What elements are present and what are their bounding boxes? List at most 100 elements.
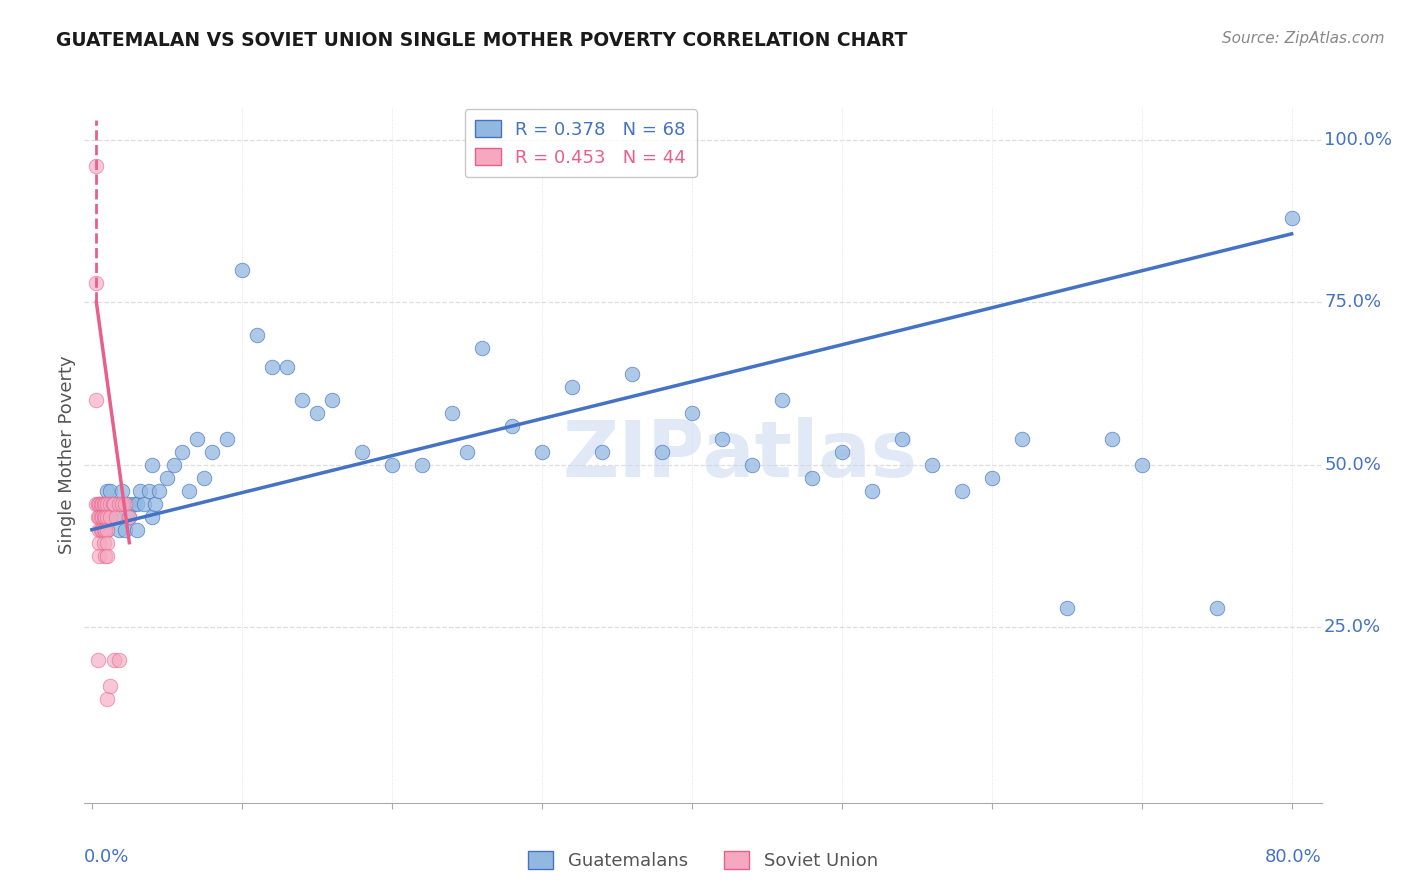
Point (138, 483, 160, 498)
Point (87, 653, 110, 667)
Point (381, 458, 404, 472)
Point (89, 523, 111, 537)
Point (89, 549, 111, 563)
Point (591, 444, 613, 458)
Point (170, 444, 193, 458)
Text: ZIPatlas: ZIPatlas (562, 417, 918, 493)
Point (93, 509, 115, 524)
Point (89, 497, 111, 511)
Point (111, 497, 134, 511)
Text: 0.0%: 0.0% (84, 848, 129, 866)
Point (321, 392, 343, 407)
Point (98, 679, 121, 693)
Point (260, 360, 283, 375)
Point (96, 523, 118, 537)
Point (93, 497, 115, 511)
Point (141, 458, 163, 472)
Point (103, 497, 125, 511)
Point (921, 458, 943, 472)
Point (710, 432, 733, 446)
Point (87, 509, 110, 524)
Point (860, 483, 883, 498)
Point (94, 549, 117, 563)
Text: 50.0%: 50.0% (1324, 456, 1381, 474)
Point (96, 691, 118, 706)
Point (86, 159, 108, 173)
Point (108, 523, 131, 537)
Point (114, 523, 136, 537)
Point (1205, 600, 1227, 615)
Point (90, 509, 112, 524)
Point (291, 392, 314, 407)
Point (651, 444, 673, 458)
Point (98, 497, 121, 511)
Point (950, 483, 973, 498)
Y-axis label: Single Mother Poverty: Single Mother Poverty (58, 356, 76, 554)
Point (215, 432, 238, 446)
Point (620, 367, 643, 381)
Point (103, 653, 125, 667)
Point (128, 483, 150, 498)
Point (350, 444, 373, 458)
Point (681, 406, 703, 420)
Point (94, 523, 117, 537)
Point (93, 509, 115, 524)
Point (91, 497, 114, 511)
Point (91, 509, 114, 524)
Point (103, 497, 125, 511)
Text: 75.0%: 75.0% (1324, 293, 1381, 311)
Text: 25.0%: 25.0% (1324, 618, 1381, 636)
Point (89, 535, 111, 549)
Point (276, 360, 298, 375)
Point (94, 509, 117, 524)
Point (118, 509, 141, 524)
Point (122, 497, 145, 511)
Point (134, 497, 156, 511)
Point (93, 523, 115, 537)
Point (96, 523, 118, 537)
Point (104, 509, 127, 524)
Point (1056, 600, 1078, 615)
Point (108, 497, 131, 511)
Point (193, 471, 215, 485)
Point (890, 432, 912, 446)
Point (305, 406, 328, 420)
Point (148, 483, 170, 498)
Text: 100.0%: 100.0% (1324, 130, 1392, 149)
Point (141, 509, 163, 524)
Point (561, 379, 583, 393)
Point (118, 497, 141, 511)
Point (1130, 458, 1153, 472)
Point (741, 458, 763, 472)
Point (96, 483, 118, 498)
Point (471, 341, 494, 355)
Point (114, 497, 136, 511)
Point (86, 497, 108, 511)
Point (770, 392, 793, 407)
Point (179, 483, 201, 498)
Point (87, 497, 110, 511)
Text: Source: ZipAtlas.com: Source: ZipAtlas.com (1222, 31, 1385, 46)
Point (125, 523, 148, 537)
Text: 80.0%: 80.0% (1265, 848, 1322, 866)
Point (96, 497, 118, 511)
Text: GUATEMALAN VS SOVIET UNION SINGLE MOTHER POVERTY CORRELATION CHART: GUATEMALAN VS SOVIET UNION SINGLE MOTHER… (56, 31, 908, 50)
Point (96, 497, 118, 511)
Point (501, 418, 523, 433)
Point (93, 535, 115, 549)
Point (96, 509, 118, 524)
Point (118, 509, 141, 524)
Point (163, 458, 186, 472)
Point (800, 471, 823, 485)
Point (1101, 432, 1123, 446)
Point (96, 535, 118, 549)
Point (108, 653, 131, 667)
Point (91, 523, 114, 537)
Point (103, 509, 125, 524)
Point (89, 509, 111, 524)
Point (440, 406, 463, 420)
Point (90, 523, 112, 537)
Point (101, 497, 124, 511)
Point (411, 458, 433, 472)
Point (1011, 432, 1033, 446)
